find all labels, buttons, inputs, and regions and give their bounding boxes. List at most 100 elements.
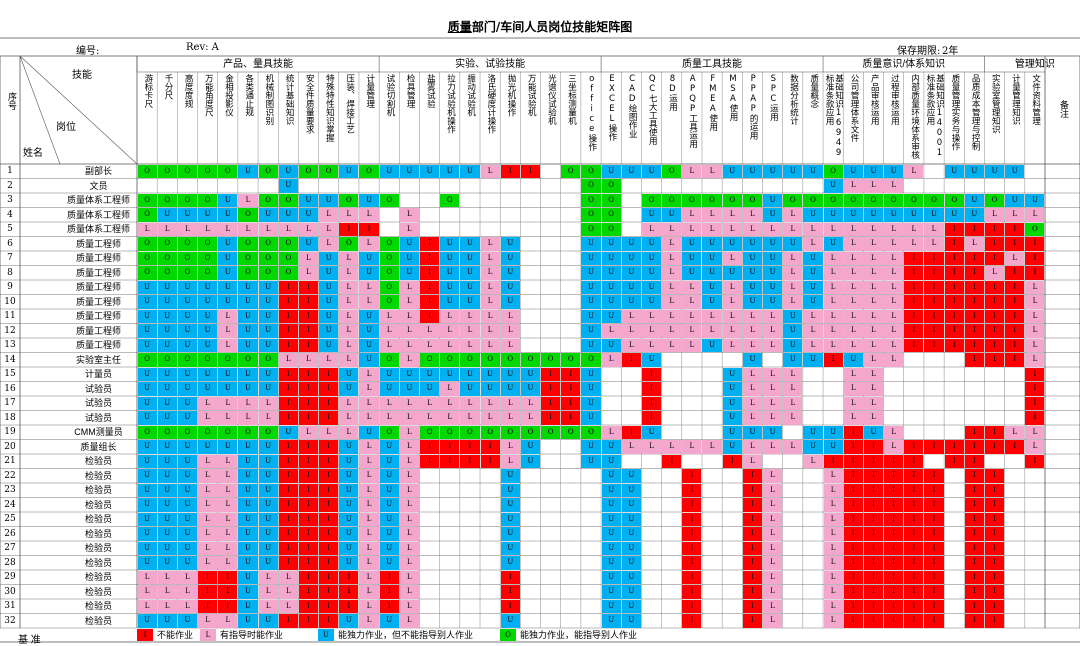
skill-level-cell: U bbox=[319, 266, 339, 280]
skill-level-cell: I bbox=[964, 527, 984, 541]
skill-level-cell: U bbox=[581, 280, 601, 294]
skill-level-cell: L bbox=[480, 411, 500, 425]
skill-level-cell: U bbox=[157, 411, 177, 425]
skill-level-cell: L bbox=[198, 498, 218, 512]
skill-level-cell: L bbox=[298, 222, 319, 236]
skill-level-cell: U bbox=[742, 425, 762, 439]
skill-level-cell: I bbox=[419, 280, 440, 294]
skill-level-cell: I bbox=[843, 440, 863, 454]
skill-level-cell: I bbox=[500, 585, 520, 599]
skill-level-cell: L bbox=[399, 527, 419, 541]
skill-level-cell: L bbox=[924, 237, 944, 251]
skill-level-cell: U bbox=[379, 498, 399, 512]
skill-level-cell: O bbox=[137, 237, 157, 251]
skill-level-cell: U bbox=[339, 498, 359, 512]
skill-level-cell: U bbox=[278, 208, 298, 222]
skill-column-header: 抛光机操作 bbox=[506, 74, 517, 117]
skill-level-cell: I bbox=[924, 570, 944, 584]
skill-level-cell: U bbox=[641, 251, 662, 265]
skill-level-cell: L bbox=[198, 541, 218, 555]
skill-level-cell: L bbox=[440, 324, 460, 338]
skill-level-cell: O bbox=[177, 353, 198, 367]
skill-level-cell: U bbox=[198, 382, 218, 396]
skill-level-cell: I bbox=[419, 454, 440, 468]
skill-level-cell: L bbox=[863, 367, 884, 381]
skill-level-cell: L bbox=[662, 440, 682, 454]
skill-level-cell: I bbox=[298, 483, 319, 497]
corner-position-label: 岗位 bbox=[56, 122, 76, 133]
row-position: 检验员 bbox=[84, 615, 112, 626]
skill-level-cell: U bbox=[177, 512, 198, 526]
skill-level-cell: I bbox=[984, 556, 1005, 570]
skill-level-cell: I bbox=[742, 469, 762, 483]
skill-level-cell: U bbox=[319, 295, 339, 309]
skill-level-cell: L bbox=[359, 411, 379, 425]
skill-level-cell: U bbox=[218, 295, 238, 309]
skill-column-header: 千分尺 bbox=[163, 74, 173, 100]
skill-level-cell: O bbox=[379, 237, 399, 251]
skill-level-cell: O bbox=[258, 425, 278, 439]
skill-level-cell: O bbox=[581, 353, 601, 367]
skill-level-cell: L bbox=[359, 483, 379, 497]
skill-level-cell: U bbox=[621, 280, 641, 294]
skill-level-cell: L bbox=[278, 585, 298, 599]
skill-level-cell: L bbox=[863, 237, 884, 251]
skill-level-cell: I bbox=[1025, 251, 1045, 265]
skill-level-cell: U bbox=[742, 295, 762, 309]
skill-level-cell: I bbox=[379, 585, 399, 599]
skill-level-cell: L bbox=[359, 469, 379, 483]
row-number: 17 bbox=[4, 398, 16, 408]
skill-level-cell: I bbox=[904, 570, 924, 584]
skill-level-cell: O bbox=[278, 251, 298, 265]
skill-level-cell: O bbox=[137, 266, 157, 280]
skill-level-cell: U bbox=[177, 454, 198, 468]
skill-level-cell: I bbox=[924, 512, 944, 526]
skill-level-cell: U bbox=[702, 280, 722, 294]
skill-level-cell: I bbox=[682, 469, 702, 483]
skill-level-cell: U bbox=[500, 498, 520, 512]
skill-level-cell: I bbox=[419, 266, 440, 280]
skill-level-cell: O bbox=[823, 193, 843, 207]
skill-level-cell: L bbox=[319, 222, 339, 236]
skill-level-cell: I bbox=[541, 367, 561, 381]
skill-level-cell: U bbox=[742, 353, 762, 367]
skill-level-cell: I bbox=[924, 295, 944, 309]
skill-level-cell: O bbox=[581, 164, 601, 178]
skill-level-cell: U bbox=[258, 527, 278, 541]
legend-text: 能独力作业，但不能指导别人作业 bbox=[338, 630, 474, 640]
skill-level-cell: I bbox=[984, 295, 1005, 309]
skill-level-cell: L bbox=[662, 266, 682, 280]
title-department: 质量 bbox=[447, 20, 472, 34]
skill-level-cell: L bbox=[1025, 440, 1045, 454]
skill-level-cell: U bbox=[258, 483, 278, 497]
skill-level-cell: L bbox=[298, 266, 319, 280]
skill-level-cell: U bbox=[440, 237, 460, 251]
skill-level-cell: L bbox=[722, 222, 742, 236]
skill-level-cell: L bbox=[884, 222, 904, 236]
skill-level-cell: I bbox=[298, 599, 319, 613]
skill-level-cell: I bbox=[964, 570, 984, 584]
skill-column-header: 计量管理知识 bbox=[1010, 74, 1021, 125]
skill-level-cell: I bbox=[863, 498, 884, 512]
skill-level-cell: L bbox=[742, 367, 762, 381]
row-number: 31 bbox=[4, 601, 16, 611]
skill-level-cell: I bbox=[964, 425, 984, 439]
skill-level-cell: U bbox=[258, 556, 278, 570]
skill-level-cell: L bbox=[964, 237, 984, 251]
skill-level-cell: L bbox=[218, 309, 238, 323]
skill-level-cell: I bbox=[359, 222, 379, 236]
skill-level-cell: U bbox=[399, 237, 419, 251]
skill-level-cell: U bbox=[500, 556, 520, 570]
skill-level-cell: I bbox=[863, 614, 884, 628]
skill-level-cell: L bbox=[884, 425, 904, 439]
skill-level-cell: U bbox=[379, 367, 399, 381]
skill-level-cell: U bbox=[682, 251, 702, 265]
skill-level-cell: U bbox=[742, 280, 762, 294]
skill-level-cell: I bbox=[682, 498, 702, 512]
skill-level-cell: L bbox=[399, 498, 419, 512]
skill-column-header: 万能试验机 bbox=[526, 74, 537, 117]
skill-level-cell: I bbox=[924, 280, 944, 294]
skill-level-cell: O bbox=[722, 193, 742, 207]
skill-level-cell: I bbox=[278, 483, 298, 497]
skill-level-cell: U bbox=[803, 440, 823, 454]
